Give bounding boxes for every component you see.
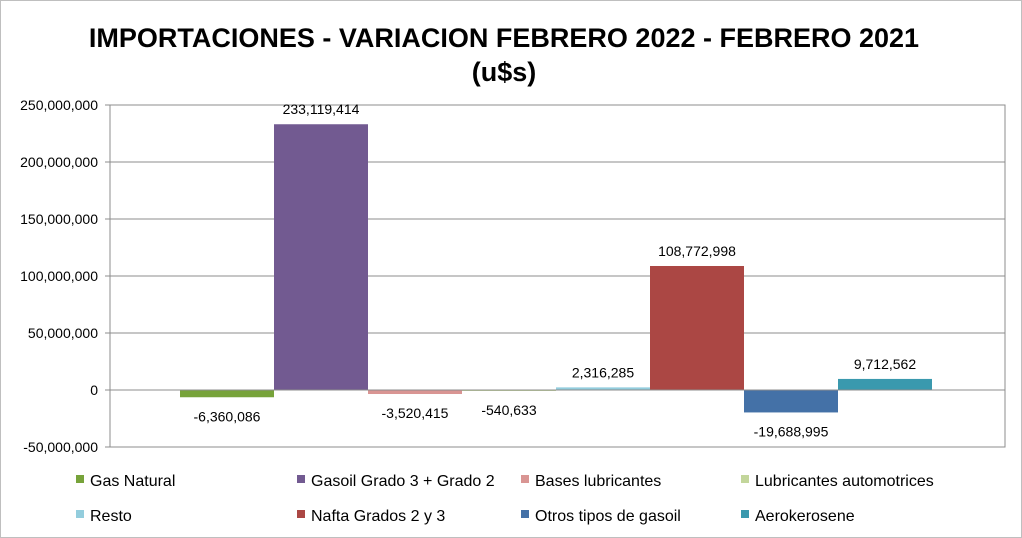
legend-item: Bases lubricantes <box>535 473 661 490</box>
data-label: -3,520,415 <box>382 405 449 421</box>
data-label: 108,772,998 <box>658 243 736 259</box>
legend-item: Nafta Grados 2 y 3 <box>311 508 445 525</box>
y-tick-label: 150,000,000 <box>20 211 98 227</box>
legend-swatch <box>297 475 305 483</box>
bar-nafta-grados-2-y-3 <box>650 265 744 390</box>
data-label: -6,360,086 <box>194 408 261 424</box>
bar-gasoil-grado-3-grado-2 <box>274 124 368 390</box>
data-label: 233,119,414 <box>283 101 360 117</box>
chart-title: IMPORTACIONES - VARIACION FEBRERO 2022 -… <box>1 21 1007 89</box>
bar-resto <box>556 387 650 390</box>
y-tick-label: 100,000,000 <box>20 268 98 284</box>
y-tick-label: 0 <box>90 382 98 398</box>
bar-otros-tipos-de-gasoil <box>744 390 838 413</box>
legend-swatch <box>521 475 529 483</box>
data-label: 9,712,562 <box>854 356 916 372</box>
legend-swatch <box>741 475 749 483</box>
plot-area-border <box>109 104 1006 448</box>
legend-item: Otros tipos de gasoil <box>535 508 681 525</box>
legend-swatch <box>76 510 84 518</box>
legend-swatch <box>297 510 305 518</box>
data-label: -19,688,995 <box>754 423 829 439</box>
data-label: 2,316,285 <box>572 364 634 380</box>
legend-swatch <box>521 510 529 518</box>
bar-bases-lubricantes <box>368 390 462 395</box>
legend-swatch <box>741 510 749 518</box>
legend-item: Aerokerosene <box>755 508 855 525</box>
y-tick-label: 200,000,000 <box>20 154 98 170</box>
y-tick-label: -50,000,000 <box>23 439 98 455</box>
chart-title-line1: IMPORTACIONES - VARIACION FEBRERO 2022 -… <box>88 23 920 53</box>
data-label: -540,633 <box>481 402 536 418</box>
bar-aerokerosene <box>838 378 932 390</box>
legend-item: Gas Natural <box>90 473 175 490</box>
legend-item: Resto <box>90 508 132 525</box>
bar-gas-natural <box>180 390 274 398</box>
legend-item: Lubricantes automotrices <box>755 473 934 490</box>
legend-swatch <box>76 475 84 483</box>
y-tick-label: 250,000,000 <box>20 97 98 113</box>
y-tick-label: 50,000,000 <box>28 325 98 341</box>
legend-item: Gasoil Grado 3 + Grado 2 <box>311 473 495 490</box>
chart-title-line2: (u$s) <box>471 57 537 87</box>
